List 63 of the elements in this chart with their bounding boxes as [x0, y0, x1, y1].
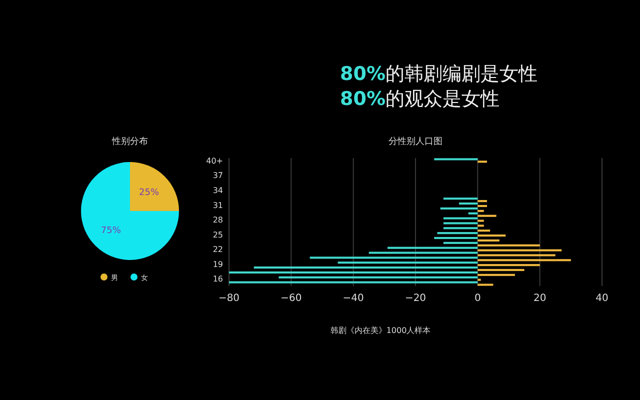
bar	[478, 234, 506, 237]
bar	[478, 239, 500, 242]
y-tick-label: 31	[212, 200, 223, 210]
bar	[478, 254, 556, 256]
x-tick-label: 0	[474, 293, 481, 304]
y-tick-label: 40+	[206, 156, 223, 166]
x-tick-label: −20	[404, 293, 426, 304]
y-tick-label: 16	[212, 274, 223, 284]
bar	[478, 214, 496, 217]
bar	[478, 259, 571, 262]
bar	[478, 268, 524, 272]
bar	[437, 232, 478, 234]
bar	[434, 236, 478, 240]
x-tick-label: −60	[280, 293, 302, 304]
bar	[478, 200, 487, 202]
bar	[254, 266, 478, 269]
bar	[478, 210, 484, 212]
data-label: 25%	[139, 188, 160, 198]
pie-slice	[130, 162, 179, 211]
x-tick-label: 40	[596, 293, 608, 304]
bar	[278, 276, 478, 278]
bar	[229, 271, 478, 274]
bar	[338, 262, 478, 264]
y-tick-label: 25	[212, 230, 223, 240]
bar	[478, 220, 484, 222]
chart-title: 性别分布	[111, 136, 148, 147]
y-tick-label: 19	[212, 260, 223, 269]
bar	[368, 252, 478, 254]
bar	[478, 204, 487, 208]
bar	[478, 274, 515, 276]
bar	[478, 244, 540, 246]
x-tick-label: 20	[533, 293, 546, 304]
bar	[478, 278, 481, 281]
y-tick-label: 28	[212, 216, 223, 225]
bar	[478, 160, 487, 163]
bar	[388, 246, 478, 249]
bar	[310, 256, 478, 259]
bar	[478, 230, 490, 232]
bar	[478, 224, 484, 227]
bar	[478, 284, 494, 286]
bar	[478, 249, 562, 252]
pie-slice	[81, 162, 179, 260]
text: 80%的观众是女性	[340, 88, 500, 110]
bar	[440, 207, 478, 210]
bar	[443, 217, 478, 220]
text: 韩剧《内在美》1000人样本	[330, 326, 431, 335]
y-tick-label: 22	[212, 245, 223, 254]
y-tick-label: 37	[212, 171, 223, 180]
bar	[443, 242, 478, 244]
chart-title: 分性别人口图	[388, 136, 442, 147]
x-tick-label: −40	[342, 293, 364, 304]
bar	[443, 227, 478, 230]
text: 80%的韩剧编剧是女性	[340, 63, 538, 85]
data-label: 75%	[100, 226, 122, 236]
bar	[468, 212, 478, 214]
bar	[478, 264, 540, 266]
y-tick-label: 34	[212, 186, 223, 195]
bar	[434, 158, 478, 160]
bar	[443, 198, 478, 200]
bar	[459, 202, 478, 205]
bar	[443, 222, 478, 224]
bar	[229, 281, 478, 284]
x-tick-label: −80	[218, 293, 240, 304]
